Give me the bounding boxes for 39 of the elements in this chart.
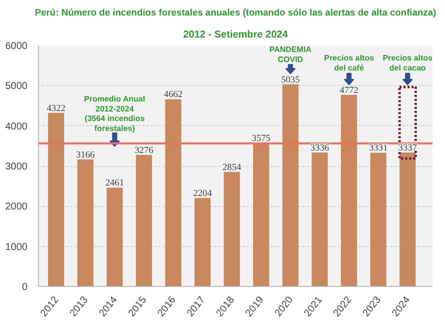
bar bbox=[136, 154, 152, 286]
bar bbox=[253, 142, 270, 286]
bar bbox=[106, 188, 123, 286]
data-label: 2204 bbox=[193, 188, 212, 199]
data-label: 4662 bbox=[164, 90, 183, 100]
y-tick-label: 1000 bbox=[5, 242, 28, 253]
annotation: Precios altos del cacao bbox=[382, 54, 434, 73]
y-tick-label: 5000 bbox=[5, 81, 28, 92]
data-label: 3575 bbox=[252, 134, 271, 144]
bar bbox=[400, 152, 416, 286]
y-tick-label: 4000 bbox=[5, 121, 28, 132]
bar bbox=[312, 152, 328, 286]
bar bbox=[370, 152, 386, 286]
data-label: 4322 bbox=[46, 104, 66, 114]
data-label: 2854 bbox=[222, 162, 242, 173]
data-label: 3331 bbox=[368, 144, 388, 154]
bar bbox=[194, 198, 211, 286]
annotation: Promedio Anual 2012-2024 (3564 incendios forestales) bbox=[84, 94, 146, 134]
data-label: 3336 bbox=[310, 144, 330, 154]
bar bbox=[165, 99, 182, 286]
y-tick-label: 3000 bbox=[5, 162, 28, 172]
annotation: Precios altos del café bbox=[324, 54, 374, 73]
bar bbox=[77, 159, 94, 286]
data-label: 4772 bbox=[340, 86, 359, 96]
y-tick-label: 0 bbox=[22, 282, 28, 293]
bar bbox=[340, 94, 358, 286]
chart-title: Perú: Número de incendios forestales anuales (tomando sólo las alertas de alta confianza) bbox=[34, 8, 436, 18]
data-label: 2461 bbox=[105, 178, 124, 189]
bar bbox=[224, 172, 240, 286]
data-label: 3276 bbox=[134, 146, 154, 156]
annotation: PANDEMIA COVID bbox=[269, 44, 312, 64]
data-label: 5035 bbox=[281, 75, 300, 86]
bar bbox=[48, 112, 64, 286]
data-label: 3337 bbox=[398, 143, 418, 154]
y-tick-label: 6000 bbox=[5, 41, 28, 52]
chart-subtitle: 2012 - Setiembre 2024 bbox=[183, 30, 288, 40]
data-label: 3166 bbox=[76, 150, 96, 160]
bar bbox=[282, 84, 298, 286]
y-tick-label: 2000 bbox=[5, 202, 28, 213]
